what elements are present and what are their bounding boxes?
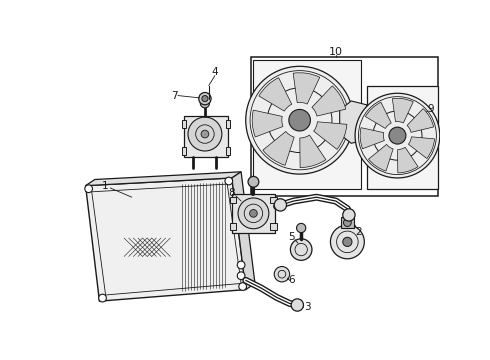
Circle shape — [343, 237, 352, 247]
Wedge shape — [409, 137, 435, 158]
Circle shape — [291, 239, 312, 260]
Circle shape — [199, 93, 211, 105]
Circle shape — [245, 66, 354, 174]
Circle shape — [289, 109, 311, 131]
Circle shape — [249, 210, 257, 217]
Circle shape — [201, 130, 209, 138]
Wedge shape — [368, 144, 393, 171]
Wedge shape — [314, 122, 347, 149]
Text: 6: 6 — [289, 275, 295, 285]
Text: 8: 8 — [228, 188, 235, 198]
Circle shape — [237, 272, 245, 280]
Circle shape — [238, 198, 269, 229]
Text: 2: 2 — [356, 227, 362, 237]
Circle shape — [343, 219, 351, 226]
Circle shape — [274, 266, 290, 282]
Bar — [341, 217, 354, 228]
Circle shape — [98, 294, 106, 302]
Text: 1: 1 — [101, 181, 108, 191]
Polygon shape — [270, 222, 276, 230]
Circle shape — [202, 95, 208, 102]
Wedge shape — [259, 78, 292, 111]
Polygon shape — [226, 147, 230, 155]
Text: 4: 4 — [212, 67, 218, 77]
Polygon shape — [270, 197, 276, 203]
Text: 7: 7 — [171, 91, 177, 100]
Wedge shape — [293, 73, 320, 104]
Wedge shape — [312, 86, 346, 116]
Bar — [251, 57, 438, 195]
Circle shape — [274, 199, 287, 211]
Wedge shape — [407, 109, 434, 132]
Polygon shape — [340, 101, 367, 143]
Circle shape — [343, 209, 355, 221]
Polygon shape — [232, 172, 255, 289]
Text: 9: 9 — [427, 104, 434, 114]
Polygon shape — [230, 222, 237, 230]
Wedge shape — [300, 135, 326, 168]
Polygon shape — [230, 197, 237, 203]
Circle shape — [239, 283, 246, 291]
Text: 10: 10 — [329, 48, 343, 58]
Wedge shape — [360, 128, 384, 149]
Wedge shape — [263, 131, 294, 165]
Circle shape — [296, 223, 306, 233]
Circle shape — [291, 299, 303, 311]
Text: 3: 3 — [304, 302, 311, 312]
Circle shape — [237, 261, 245, 269]
Polygon shape — [182, 147, 186, 155]
Polygon shape — [86, 172, 241, 186]
Circle shape — [355, 93, 440, 178]
Polygon shape — [86, 178, 245, 301]
Circle shape — [248, 176, 259, 187]
Polygon shape — [184, 116, 228, 157]
Wedge shape — [366, 102, 391, 129]
Circle shape — [188, 117, 222, 151]
Wedge shape — [392, 98, 413, 123]
Circle shape — [85, 185, 93, 193]
Polygon shape — [226, 120, 230, 128]
Polygon shape — [182, 120, 186, 128]
Circle shape — [225, 177, 233, 185]
Text: 5: 5 — [289, 232, 295, 242]
Wedge shape — [397, 147, 418, 173]
Polygon shape — [367, 86, 438, 189]
Polygon shape — [232, 194, 275, 233]
Circle shape — [330, 225, 365, 259]
Circle shape — [389, 127, 406, 144]
Circle shape — [200, 99, 210, 108]
Polygon shape — [253, 60, 361, 189]
Wedge shape — [252, 110, 283, 137]
